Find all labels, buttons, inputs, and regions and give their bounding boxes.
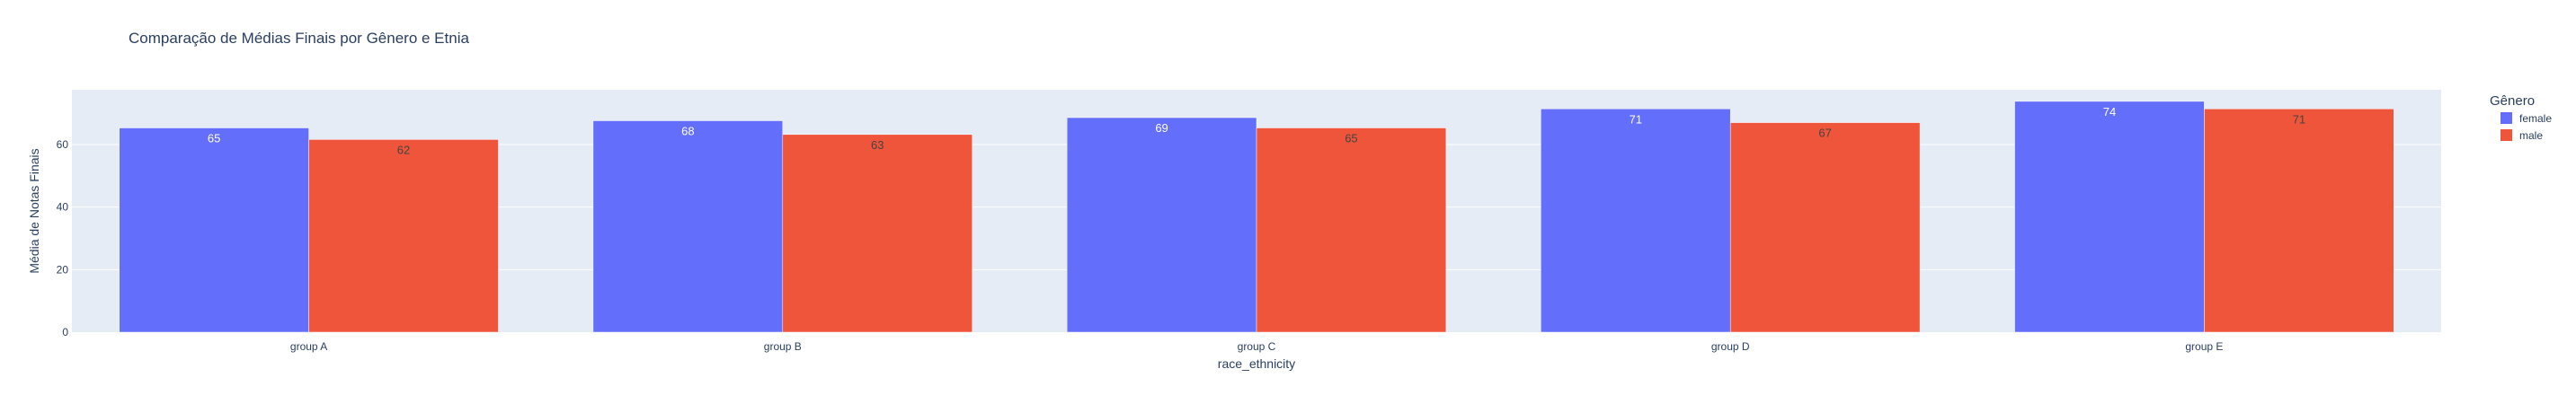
y-tick-label: 40 bbox=[57, 201, 69, 214]
bar-female-group-C bbox=[1066, 117, 1257, 333]
legend-swatch-female bbox=[2500, 112, 2512, 124]
bar-male-group-E bbox=[2204, 109, 2394, 333]
bar-value-label: 67 bbox=[1818, 127, 1831, 140]
y-tick-label: 0 bbox=[62, 326, 68, 338]
x-tick-label: group A bbox=[290, 340, 327, 353]
y-tick-label: 60 bbox=[57, 138, 69, 151]
x-tick-label: group C bbox=[1238, 340, 1276, 353]
y-axis-title: Média de Notas Finais bbox=[27, 148, 41, 273]
legend-label-female: female bbox=[2519, 112, 2552, 125]
bar-value-label: 74 bbox=[2103, 105, 2116, 119]
bar-labels: 65 62 68 63 69 65 71 67 74 71 bbox=[208, 105, 2305, 157]
bar-female-group-A bbox=[119, 127, 309, 333]
bar-value-label: 71 bbox=[2293, 112, 2305, 126]
x-axis-title: race_ethnicity bbox=[1218, 356, 1295, 371]
legend-label-male: male bbox=[2519, 129, 2543, 142]
bar-value-label: 65 bbox=[1345, 132, 1357, 145]
bar-female-group-B bbox=[592, 120, 784, 333]
chart-title: Comparação de Médias Finais por Gênero e… bbox=[129, 30, 469, 47]
bar-male-group-B bbox=[782, 134, 973, 333]
bar-value-label: 68 bbox=[681, 124, 694, 137]
bar-female-group-D bbox=[1541, 109, 1731, 333]
bar-value-label: 71 bbox=[1630, 112, 1642, 126]
bars bbox=[119, 101, 2394, 333]
y-tick-label: 20 bbox=[57, 263, 69, 276]
bar-value-label: 62 bbox=[397, 143, 410, 156]
bar-value-label: 65 bbox=[208, 132, 220, 145]
bar-female-group-E bbox=[2014, 101, 2205, 333]
x-tick-label: group D bbox=[1711, 340, 1750, 353]
bar-value-label: 63 bbox=[871, 138, 884, 152]
legend-swatch-male bbox=[2500, 129, 2512, 141]
bar-male-group-A bbox=[308, 139, 499, 333]
bar-male-group-C bbox=[1256, 127, 1447, 333]
legend: Gênero female male bbox=[2490, 93, 2552, 142]
x-tick-label: group B bbox=[764, 340, 802, 353]
x-tick-label: group E bbox=[2185, 340, 2223, 353]
bar-value-label: 69 bbox=[1155, 121, 1168, 135]
y-axis-ticks: 0 20 40 60 bbox=[57, 138, 69, 338]
legend-title: Gênero bbox=[2490, 93, 2535, 109]
x-axis-ticks: group A group B group C group D group E bbox=[290, 340, 2224, 353]
bar-male-group-D bbox=[1729, 122, 1921, 333]
